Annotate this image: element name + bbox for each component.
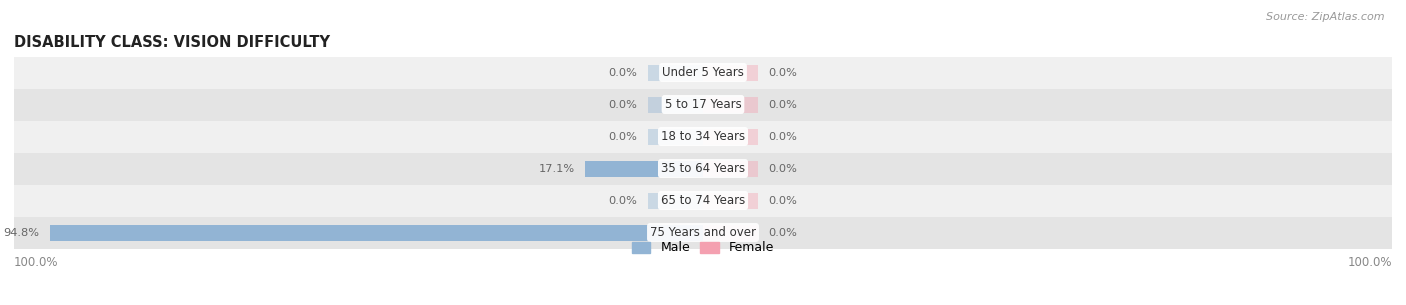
Text: 65 to 74 Years: 65 to 74 Years <box>661 194 745 207</box>
Bar <box>648 128 703 145</box>
Bar <box>703 160 758 177</box>
Bar <box>703 192 758 209</box>
Text: 100.0%: 100.0% <box>14 256 59 268</box>
Bar <box>648 192 703 209</box>
Text: 0.0%: 0.0% <box>609 196 637 206</box>
Text: 5 to 17 Years: 5 to 17 Years <box>665 98 741 111</box>
Text: DISABILITY CLASS: VISION DIFFICULTY: DISABILITY CLASS: VISION DIFFICULTY <box>14 35 330 50</box>
Text: 0.0%: 0.0% <box>769 131 797 142</box>
Text: 0.0%: 0.0% <box>769 99 797 109</box>
Bar <box>14 120 1392 152</box>
Bar <box>648 96 703 113</box>
Text: 0.0%: 0.0% <box>769 67 797 77</box>
Legend: Male, Female: Male, Female <box>627 236 779 260</box>
Text: Under 5 Years: Under 5 Years <box>662 66 744 79</box>
Text: 0.0%: 0.0% <box>609 99 637 109</box>
Text: 94.8%: 94.8% <box>4 228 39 238</box>
Text: 17.1%: 17.1% <box>538 163 575 174</box>
Text: 0.0%: 0.0% <box>609 131 637 142</box>
Bar <box>14 56 1392 88</box>
Bar <box>703 64 758 81</box>
Text: 0.0%: 0.0% <box>769 196 797 206</box>
Bar <box>648 224 703 241</box>
Text: 18 to 34 Years: 18 to 34 Years <box>661 130 745 143</box>
Bar <box>49 224 703 241</box>
Bar <box>585 160 703 177</box>
Bar <box>648 64 703 81</box>
Bar <box>703 96 758 113</box>
Bar <box>14 152 1392 185</box>
Text: 0.0%: 0.0% <box>769 163 797 174</box>
Text: 75 Years and over: 75 Years and over <box>650 226 756 239</box>
Text: 35 to 64 Years: 35 to 64 Years <box>661 162 745 175</box>
Bar <box>14 88 1392 120</box>
Text: Source: ZipAtlas.com: Source: ZipAtlas.com <box>1267 12 1385 22</box>
Bar <box>703 224 758 241</box>
Text: 0.0%: 0.0% <box>609 67 637 77</box>
Bar <box>703 128 758 145</box>
Text: 0.0%: 0.0% <box>769 228 797 238</box>
Text: 100.0%: 100.0% <box>1347 256 1392 268</box>
Bar <box>648 160 703 177</box>
Bar <box>14 185 1392 217</box>
Bar <box>14 217 1392 249</box>
